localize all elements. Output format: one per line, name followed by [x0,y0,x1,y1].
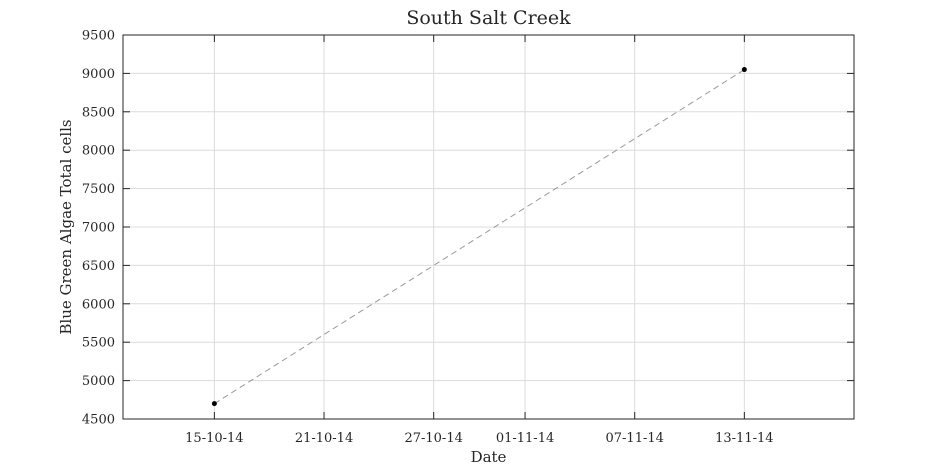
y-axis-title: Blue Green Algae Total cells [57,119,75,334]
x-tick-label: 27-10-14 [404,431,462,446]
y-tick-label: 5000 [82,374,115,389]
y-tick-label: 7500 [82,182,115,197]
y-tick-label: 5500 [82,336,115,351]
y-axis: 4500 5000 5500 6000 6500 7000 7500 8000 8500 9000… [82,29,854,428]
x-axis-title: Date [471,448,507,466]
y-tick-label: 8500 [82,105,115,120]
x-tick-label: 13-11-14 [715,431,773,446]
x-tick-label: 01-11-14 [496,431,554,446]
series-group [211,67,747,407]
series-line [214,69,745,405]
y-tick-label: 4500 [82,413,115,428]
y-tick-label: 6500 [82,259,115,274]
x-axis: 15-10-14 21-10-14 27-10-14 01-11-14 07-11-14… [185,35,774,446]
chart-title: South Salt Creek [406,7,571,29]
x-tick-label: 07-11-14 [605,431,663,446]
data-point [741,67,747,73]
data-point [211,401,217,407]
y-tick-label: 9000 [82,67,115,82]
x-tick-label: 15-10-14 [185,431,243,446]
y-tick-label: 7000 [82,221,115,236]
y-tick-label: 9500 [82,29,115,44]
x-tick-label: 21-10-14 [295,431,353,446]
y-tick-label: 8000 [82,144,115,159]
y-tick-label: 6000 [82,297,115,312]
